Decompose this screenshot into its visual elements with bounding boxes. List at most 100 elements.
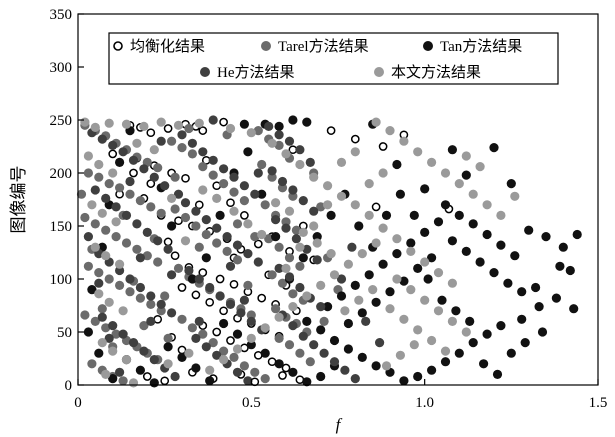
data-point (80, 212, 90, 223)
data-point (246, 316, 256, 326)
data-point (201, 342, 211, 352)
data-point (205, 297, 215, 307)
data-point (125, 274, 135, 284)
legend-marker (200, 67, 210, 77)
data-point (111, 329, 121, 339)
data-point (399, 136, 409, 146)
data-point (378, 168, 388, 178)
data-point (180, 212, 191, 223)
data-point (97, 312, 107, 322)
data-point (312, 232, 322, 242)
series-3 (83, 115, 582, 388)
data-point (534, 302, 544, 312)
data-point (260, 374, 270, 384)
data-point (225, 299, 236, 309)
data-point (250, 189, 260, 199)
data-point (572, 229, 582, 240)
data-point (329, 357, 340, 367)
data-point (371, 238, 381, 248)
data-point (340, 365, 350, 375)
data-point (219, 346, 229, 356)
data-point (115, 265, 125, 276)
data-point (139, 321, 149, 331)
data-point (492, 369, 503, 379)
data-point (427, 157, 437, 167)
data-point (125, 189, 135, 199)
data-point (205, 282, 215, 293)
data-point (461, 151, 471, 161)
data-point (232, 255, 243, 265)
data-point (465, 316, 475, 326)
data-point (250, 232, 260, 242)
data-point (94, 289, 104, 299)
data-point (281, 263, 291, 273)
data-point (135, 196, 145, 206)
data-point (437, 295, 447, 305)
data-point (433, 268, 444, 278)
data-point (271, 232, 281, 242)
data-point (343, 344, 353, 354)
data-point (284, 253, 295, 263)
data-point (468, 189, 478, 199)
y-axis-label: 图像编号 (9, 166, 28, 234)
data-point (219, 355, 229, 365)
data-point (461, 246, 471, 256)
data-point (108, 140, 118, 150)
data-point (198, 162, 208, 172)
data-point (305, 357, 315, 367)
data-point (510, 251, 520, 261)
data-point (121, 355, 132, 365)
data-point (496, 321, 506, 331)
data-point (406, 238, 416, 248)
data-point (302, 291, 312, 301)
data-point (413, 325, 423, 335)
data-point (170, 371, 180, 382)
data-point (212, 350, 222, 360)
data-point (284, 340, 295, 350)
data-point (378, 259, 388, 269)
data-point (506, 348, 516, 358)
data-point (447, 236, 457, 246)
data-point (173, 263, 184, 273)
data-point (101, 369, 111, 379)
data-point (76, 189, 87, 199)
data-point (246, 340, 256, 350)
y-tick-label: 250 (50, 113, 73, 129)
data-point (288, 321, 298, 331)
data-point (454, 210, 464, 220)
data-point (326, 210, 336, 220)
data-point (187, 149, 197, 159)
data-point (208, 115, 218, 125)
data-point (146, 202, 156, 212)
data-point (156, 299, 166, 309)
data-point (243, 376, 253, 386)
data-point (281, 217, 291, 227)
data-point (90, 242, 100, 252)
y-tick-label: 0 (65, 378, 73, 394)
data-point (260, 348, 270, 358)
data-point (399, 314, 409, 324)
data-point (565, 265, 575, 276)
data-point (160, 376, 170, 386)
data-point (371, 117, 381, 127)
legend-label: He方法结果 (217, 64, 295, 81)
data-point (205, 376, 215, 386)
data-point (288, 302, 298, 312)
data-point (278, 371, 287, 380)
data-point (312, 255, 322, 265)
data-point (163, 237, 173, 247)
data-point (260, 323, 270, 333)
data-point (219, 117, 228, 127)
data-point (87, 200, 97, 210)
data-point (132, 219, 142, 229)
data-point (246, 128, 256, 138)
data-point (149, 378, 159, 388)
data-point (219, 179, 229, 189)
data-point (343, 318, 353, 329)
data-point (260, 200, 270, 210)
data-point (139, 121, 149, 131)
data-point (201, 215, 211, 225)
data-point (173, 189, 184, 199)
data-point (121, 238, 132, 248)
data-point (128, 378, 139, 388)
